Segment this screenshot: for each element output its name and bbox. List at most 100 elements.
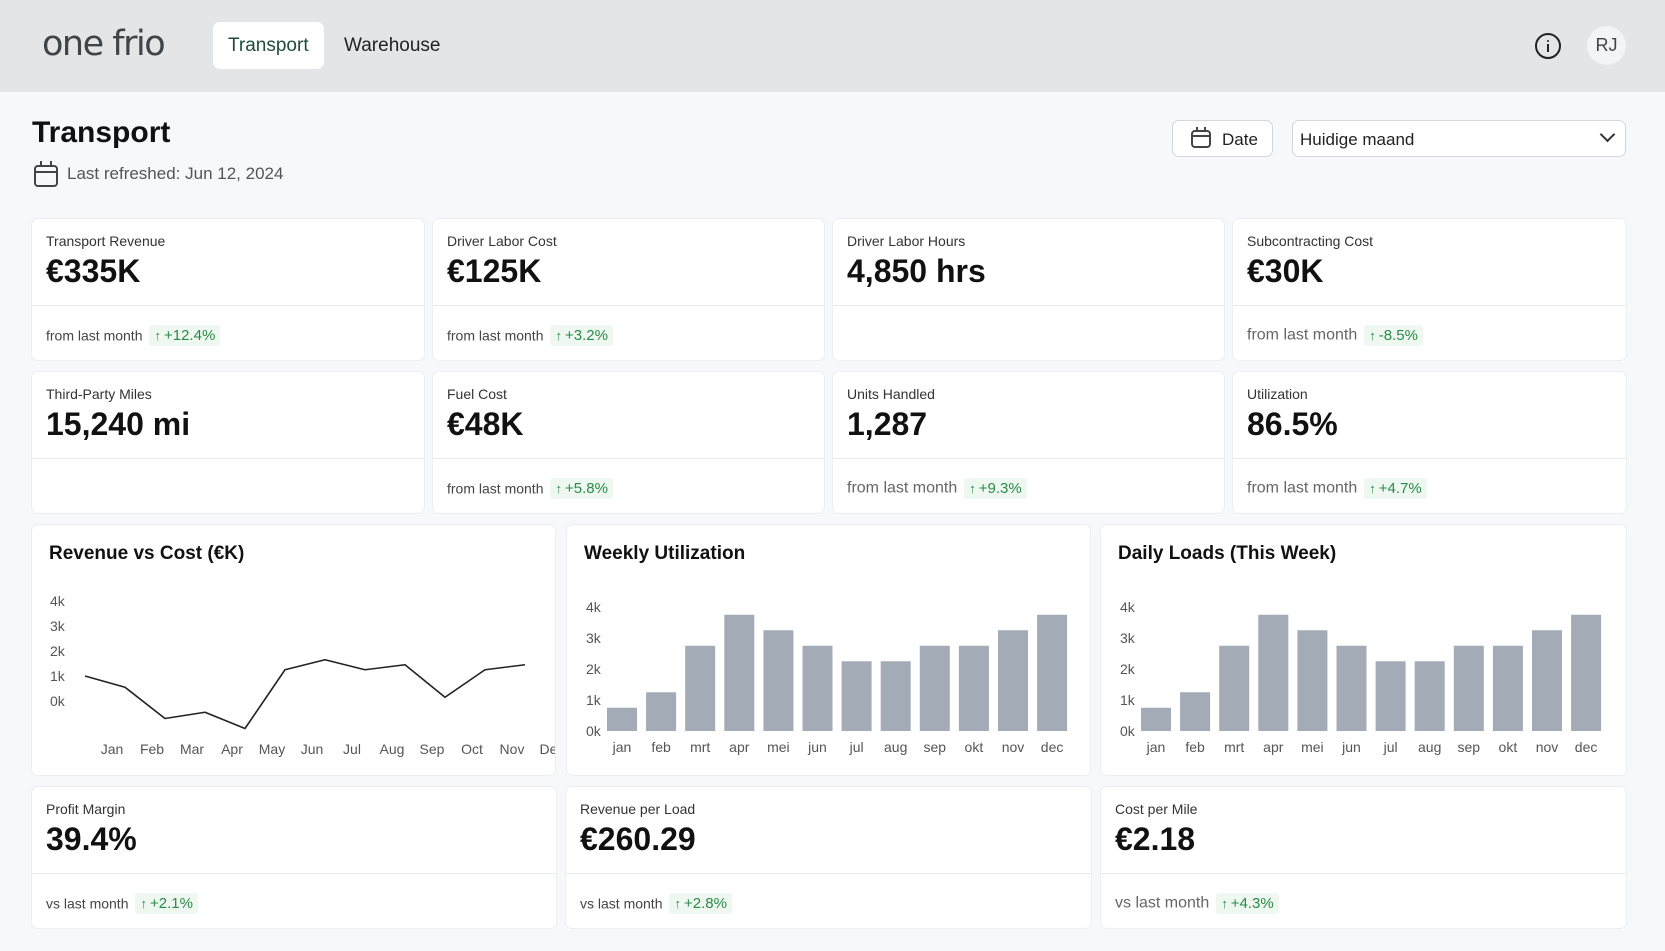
tab-transport[interactable]: Transport: [213, 22, 324, 69]
bar: [1037, 614, 1068, 731]
bar: [958, 645, 989, 731]
change-value: +5.8%: [564, 480, 608, 497]
info-icon[interactable]: [1535, 33, 1561, 59]
bar: [1180, 692, 1211, 731]
kpi-transport-revenue: Transport Revenue €335K from last month ↑…: [32, 219, 424, 360]
bar: [1375, 661, 1406, 731]
x-tick-label: Jul: [343, 741, 361, 757]
y-tick-label: 0k: [50, 693, 66, 709]
change-badge: ↑ +2.1%: [135, 893, 198, 914]
chart-title: Revenue vs Cost (€K): [49, 543, 245, 564]
x-tick-label: nov: [1536, 739, 1559, 755]
kpi-driver-labor-cost: Driver Labor Cost €125K from last month ↑…: [433, 219, 824, 360]
change-badge: ↑ -8.5%: [1364, 325, 1423, 346]
x-tick-label: Feb: [140, 741, 164, 757]
x-tick-label: Oct: [461, 741, 483, 757]
x-tick-label: aug: [884, 739, 907, 755]
kpi-label: Profit Margin: [46, 801, 126, 817]
change-value: +9.3%: [978, 480, 1022, 497]
kpi-comparison-text: from last month: [1247, 479, 1358, 497]
x-tick-label: Dec: [540, 741, 555, 757]
arrow-up-icon: ↑: [674, 896, 681, 911]
kpi-cost-per-mile: Cost per Mile €2.18 vs last month ↑ +4.3%: [1101, 787, 1626, 928]
x-tick-label: aug: [1418, 739, 1441, 755]
kpi-label: Driver Labor Hours: [847, 233, 966, 249]
bar: [1532, 630, 1562, 731]
kpi-footer: from last month ↑ +9.3%: [847, 478, 1027, 500]
y-tick-label: 1k: [50, 668, 66, 684]
kpi-label: Units Handled: [847, 386, 935, 402]
kpi-label: Driver Labor Cost: [447, 233, 557, 249]
kpi-comparison-text: vs last month: [1115, 894, 1210, 912]
arrow-up-icon: ↑: [555, 328, 562, 343]
kpi-footer: from last month ↑ -8.5%: [1247, 325, 1423, 347]
x-tick-label: Aug: [380, 741, 405, 757]
x-tick-label: mei: [1301, 739, 1324, 755]
change-value: +2.1%: [149, 895, 193, 912]
x-tick-label: apr: [729, 739, 750, 755]
change-value: +4.7%: [1378, 480, 1422, 497]
bar: [685, 645, 716, 731]
change-value: +4.3%: [1230, 895, 1274, 912]
x-tick-label: dec: [1041, 739, 1064, 755]
bar-chart: 4k 3k 2k 1k 0k jan feb mrt apr mei jun jul aug sep okt…: [586, 599, 1068, 755]
x-tick-label: jul: [849, 739, 864, 755]
date-filter-button[interactable]: Date: [1172, 120, 1273, 157]
kpi-profit-margin: Profit Margin 39.4% vs last month ↑ +2.1%: [32, 787, 556, 928]
page-title: Transport: [32, 116, 171, 149]
period-select[interactable]: Huidige maand: [1292, 120, 1626, 157]
change-badge: ↑ +12.4%: [149, 325, 221, 346]
kpi-comparison-text: from last month: [447, 480, 544, 497]
kpi-fuel-cost: Fuel Cost €48K from last month ↑ +5.8%: [433, 372, 824, 513]
change-badge: ↑ +4.3%: [1216, 893, 1279, 914]
card-divider: [1233, 458, 1626, 459]
kpi-footer: from last month ↑ +4.7%: [1247, 478, 1427, 500]
kpi-label: Revenue per Load: [580, 801, 696, 817]
y-tick-label: 4k: [586, 599, 602, 615]
change-value: +3.2%: [564, 327, 608, 344]
change-value: +2.8%: [683, 895, 727, 912]
x-tick-label: jan: [612, 739, 632, 755]
change-badge: ↑ +4.7%: [1364, 478, 1427, 499]
y-tick-label: 1k: [1120, 692, 1136, 708]
change-badge: ↑ +2.8%: [669, 893, 732, 914]
x-tick-label: sep: [924, 739, 947, 755]
kpi-value: €260.29: [580, 821, 696, 857]
bar: [998, 630, 1028, 731]
change-value: -8.5%: [1378, 327, 1418, 344]
bar: [841, 661, 872, 731]
card-divider: [32, 458, 424, 459]
card-divider: [433, 305, 824, 306]
kpi-comparison-text: from last month: [1247, 326, 1358, 344]
kpi-utilization: Utilization 86.5% from last month ↑ +4.7%: [1233, 372, 1626, 513]
x-tick-label: mei: [767, 739, 790, 755]
kpi-footer: vs last month ↑ +2.8%: [580, 893, 732, 915]
app-logo[interactable]: one frio: [42, 24, 166, 64]
calendar-icon: [1191, 127, 1211, 148]
x-tick-label: feb: [1185, 739, 1205, 755]
arrow-up-icon: ↑: [969, 481, 976, 496]
arrow-up-icon: ↑: [555, 481, 562, 496]
card-divider: [1101, 873, 1626, 874]
bar-chart: 4k 3k 2k 1k 0k jan feb mrt apr mei jun jul aug sep okt…: [1120, 599, 1602, 755]
x-tick-label: dec: [1575, 739, 1598, 755]
kpi-footer: from last month ↑ +5.8%: [447, 478, 613, 500]
tab-warehouse[interactable]: Warehouse: [344, 35, 441, 56]
kpi-footer: from last month ↑ +12.4%: [46, 325, 221, 347]
chevron-down-icon: [1599, 126, 1616, 143]
kpi-value: 39.4%: [46, 821, 137, 857]
y-tick-label: 0k: [586, 723, 602, 739]
change-badge: ↑ +9.3%: [964, 478, 1027, 499]
chart-daily-loads: Daily Loads (This Week) 4k 3k 2k 1k 0k jan feb…: [1101, 525, 1626, 775]
card-divider: [433, 458, 824, 459]
x-tick-label: okt: [1499, 739, 1518, 755]
y-tick-label: 3k: [50, 618, 66, 634]
x-tick-label: jul: [1383, 739, 1398, 755]
y-tick-label: 0k: [1120, 723, 1136, 739]
avatar[interactable]: RJ: [1587, 26, 1626, 65]
line-chart: 4k 3k 2k 1k 0k Jan Feb Mar Apr May Jun Jul Aug Sep Oct…: [50, 593, 555, 757]
bar: [646, 692, 677, 731]
last-refreshed-text: Last refreshed: Jun 12, 2024: [67, 164, 284, 183]
bar: [880, 661, 911, 731]
kpi-label: Third-Party Miles: [46, 386, 152, 402]
